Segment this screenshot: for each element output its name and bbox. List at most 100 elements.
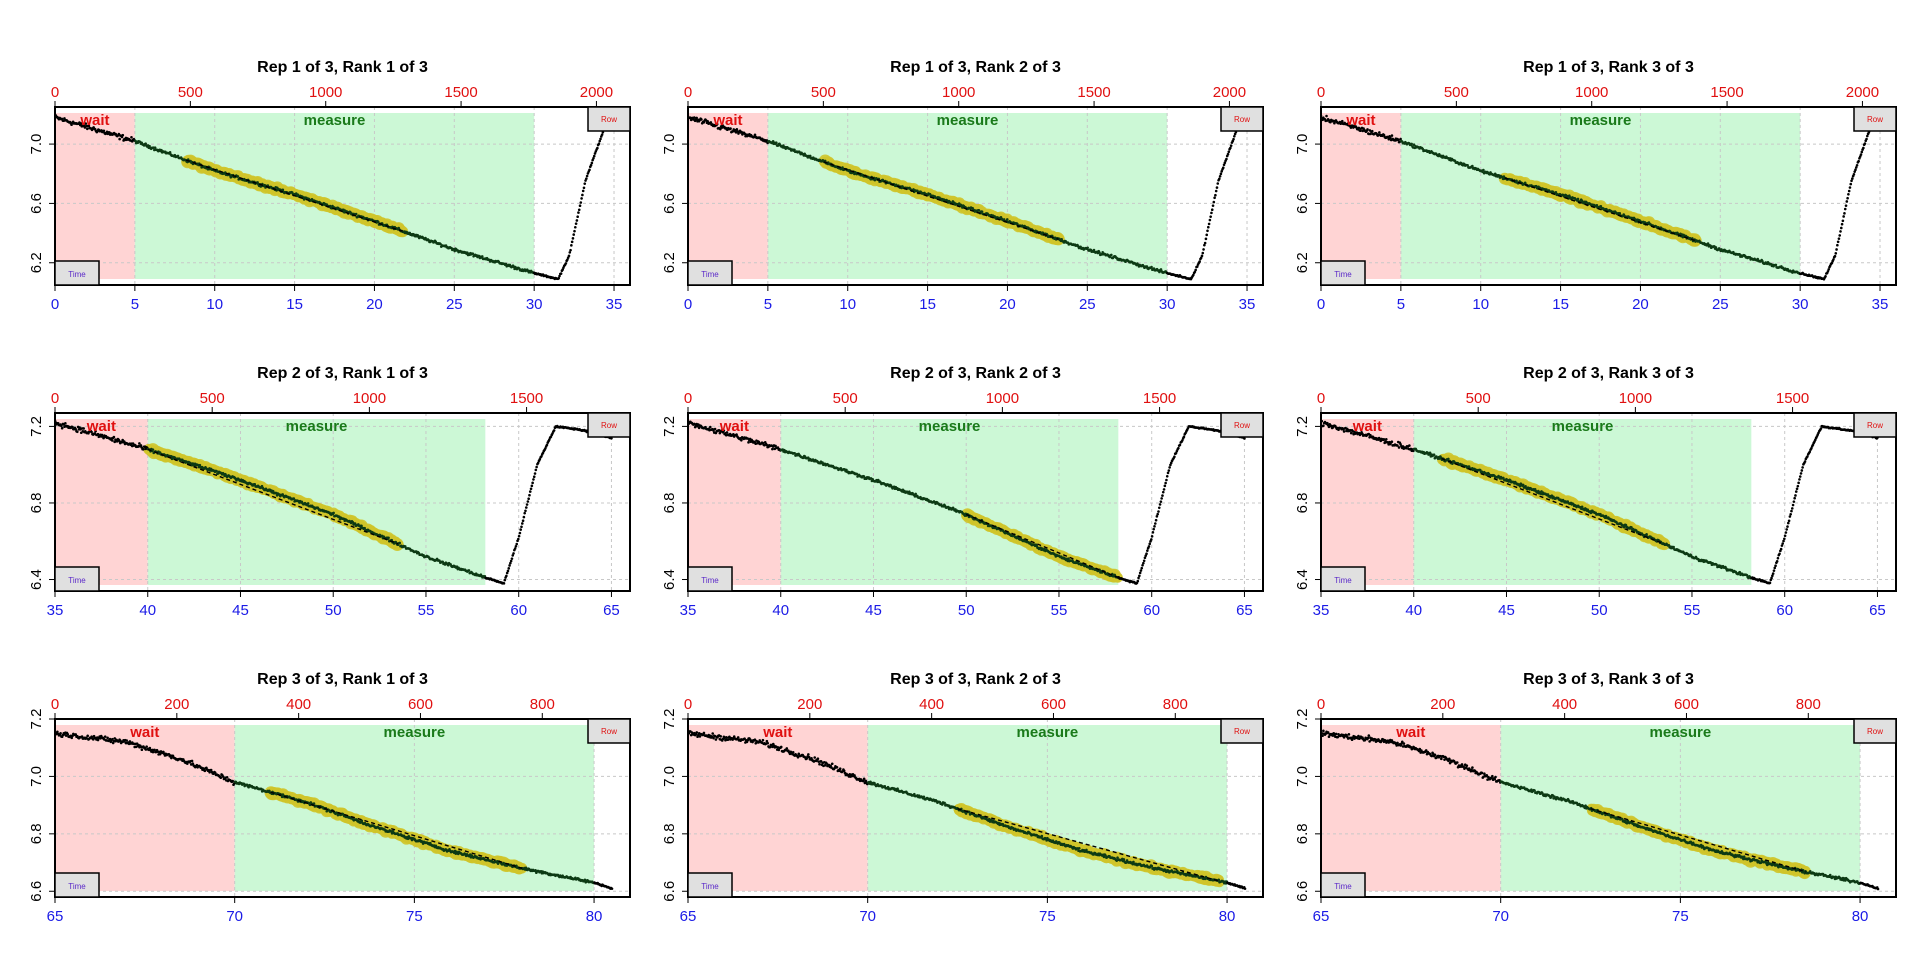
data-point <box>567 254 571 258</box>
data-point <box>1852 173 1856 176</box>
plot-frame <box>54 412 631 592</box>
data-point <box>1207 222 1211 226</box>
row-tick-label: 0 <box>1317 84 1325 101</box>
x-tick-label: 30 <box>1159 296 1176 313</box>
x-tick-label: 20 <box>999 296 1016 313</box>
data-point <box>534 468 538 472</box>
data-point <box>1837 237 1841 240</box>
data-point <box>545 443 549 447</box>
chart-title: Rep 2 of 3, Rank 1 of 3 <box>257 365 428 382</box>
y-tick-label: 6.6 <box>1294 193 1311 214</box>
data-point <box>509 561 512 565</box>
data-point <box>148 144 151 148</box>
data-point <box>583 182 587 185</box>
data-point <box>569 248 572 252</box>
row-tick-label: 0 <box>51 84 59 101</box>
data-point <box>776 446 780 449</box>
data-point <box>1214 193 1217 197</box>
data-point <box>524 506 528 509</box>
data-point <box>1366 128 1369 131</box>
data-point <box>774 444 777 448</box>
data-point <box>503 578 507 582</box>
chart-title: Rep 1 of 3, Rank 2 of 3 <box>890 59 1061 76</box>
data-point <box>82 427 85 430</box>
plot-area <box>55 413 630 591</box>
data-point <box>102 129 106 133</box>
data-point <box>1853 170 1856 173</box>
data-point <box>453 249 456 253</box>
plot-area <box>1321 107 1896 285</box>
data-point <box>1155 515 1159 518</box>
row-tag: Row <box>601 115 617 124</box>
row-tick-label: 1500 <box>444 84 477 101</box>
data-point <box>507 567 511 570</box>
time-tag-box <box>1320 260 1366 286</box>
data-point <box>1836 243 1839 247</box>
data-point <box>1223 161 1227 165</box>
y-tick-label: 6.4 <box>28 569 45 590</box>
x-tick-label: 25 <box>1712 296 1729 313</box>
data-point <box>1216 182 1220 185</box>
data-point <box>1205 233 1209 237</box>
data-point <box>281 188 285 192</box>
data-point <box>75 430 79 434</box>
data-point <box>438 559 441 562</box>
data-point <box>514 544 518 548</box>
y-tick-label: 7.0 <box>661 134 678 155</box>
x-tick-label: 50 <box>325 602 342 619</box>
data-point <box>1210 211 1213 215</box>
data-point <box>709 121 713 124</box>
data-point <box>533 472 537 475</box>
measure-label: measure <box>286 418 348 435</box>
data-point <box>580 197 583 200</box>
data-point <box>1396 138 1400 142</box>
x-tick-label: 5 <box>131 296 139 313</box>
plot-area <box>55 107 630 285</box>
data-point <box>1843 207 1847 211</box>
data-point <box>1203 243 1206 247</box>
data-point <box>60 426 64 430</box>
row-tick-label: 2000 <box>580 84 613 101</box>
data-point <box>977 209 981 212</box>
data-point <box>1410 142 1413 146</box>
data-point <box>502 582 506 585</box>
data-point <box>566 258 569 261</box>
data-point <box>1167 469 1171 472</box>
data-point <box>1849 182 1853 186</box>
data-point <box>585 174 589 178</box>
data-point <box>1178 443 1182 447</box>
data-point <box>518 531 522 535</box>
data-point <box>1098 251 1101 254</box>
data-point <box>1347 121 1350 125</box>
data-point <box>1194 268 1197 272</box>
data-point <box>1633 217 1637 221</box>
x-tick-label: 10 <box>206 296 223 313</box>
data-point <box>808 154 812 158</box>
data-point <box>535 465 538 469</box>
data-point <box>520 525 523 529</box>
data-point <box>527 497 530 501</box>
data-point <box>1841 219 1845 223</box>
data-point <box>515 542 519 546</box>
data-point <box>112 435 116 439</box>
data-point <box>71 425 74 429</box>
data-point <box>600 133 604 136</box>
data-point <box>115 440 119 443</box>
data-point <box>467 569 471 572</box>
data-point <box>1142 561 1145 565</box>
data-point <box>521 519 525 522</box>
data-point <box>1143 556 1147 560</box>
data-point <box>706 119 710 123</box>
data-point <box>1847 192 1850 196</box>
time-tag: Time <box>68 270 86 279</box>
data-point <box>599 137 602 141</box>
x-tick-label: 5 <box>1397 296 1405 313</box>
measure-label: measure <box>1570 112 1632 129</box>
data-point <box>517 534 521 538</box>
fit-line <box>147 448 399 545</box>
data-point <box>505 571 509 575</box>
data-point <box>1165 474 1169 478</box>
measure-region <box>767 113 1168 279</box>
data-point <box>1378 131 1381 134</box>
